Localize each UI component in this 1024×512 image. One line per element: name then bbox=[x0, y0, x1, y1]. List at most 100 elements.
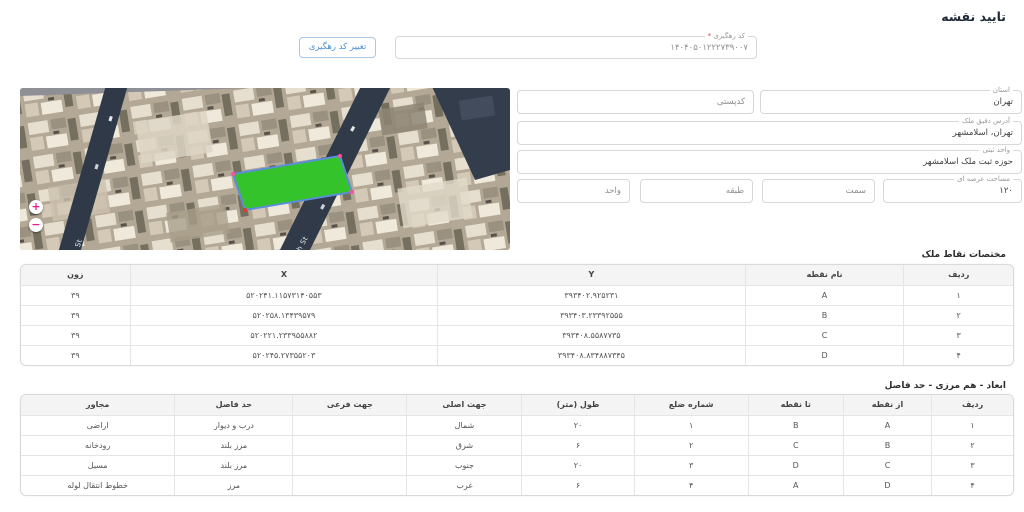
table-cell: ۳ bbox=[633, 454, 749, 476]
table-cell: مرز bbox=[174, 474, 294, 495]
table-cell: ۱ bbox=[903, 284, 1013, 306]
table-cell: B bbox=[744, 304, 905, 326]
satellite-image: Haghi Parast 26th St Eshghi 18th St bbox=[20, 88, 510, 250]
dimensions-table: ردیف از نقطه تا نقطه شماره ضلع طول (متر)… bbox=[20, 394, 1014, 496]
table-cell: ۲ bbox=[903, 304, 1013, 326]
table-cell: D bbox=[744, 344, 905, 365]
area-value: ۱۲۰ bbox=[999, 186, 1013, 196]
table-cell: ۳۹۳۴۰۸.۸۳۴۸۸۷۳۴۵ bbox=[437, 344, 746, 365]
table-cell bbox=[292, 454, 408, 476]
table-cell: مرز بلند bbox=[174, 434, 294, 456]
table-row: ۴ D ۳۹۳۴۰۸.۸۳۴۸۸۷۳۴۵ ۵۲۰۲۴۵.۲۷۳۵۵۲۰۳ ۳۹ bbox=[21, 344, 1013, 365]
tracking-code-label: کد رهگیری * bbox=[704, 31, 748, 41]
postal-code-placeholder: کدپستی bbox=[716, 97, 745, 107]
table-header-row: ردیف از نقطه تا نقطه شماره ضلع طول (متر)… bbox=[21, 395, 1013, 416]
table-row: ۳ C ۳۹۳۴۰۸.۵۵۸۷۷۳۵ ۵۲۰۲۲۱.۲۳۳۹۵۵۸۸۲ ۳۹ bbox=[21, 324, 1013, 346]
tracking-code-value: ۱۴۰۴۰۵۰۱۲۲۲۷۳۹۰۰۷ bbox=[670, 43, 748, 53]
column-header: ردیف bbox=[931, 395, 1013, 416]
table-cell: غرب bbox=[406, 474, 523, 495]
table-header-row: ردیف نام نقطه Y X زون bbox=[21, 265, 1013, 286]
table-cell: شرق bbox=[406, 434, 523, 456]
unit-field[interactable]: واحد bbox=[517, 179, 630, 203]
parcel-corner-marker bbox=[231, 172, 235, 176]
floor-placeholder: طبقه bbox=[725, 186, 744, 196]
table-cell: ۳۹۳۴۰۲.۹۲۵۲۳۱ bbox=[437, 284, 746, 306]
registration-unit-label: واحد ثبتی bbox=[979, 145, 1013, 155]
table-cell: ۳ bbox=[931, 454, 1013, 476]
area-label: مساحت عرصه ای bbox=[954, 174, 1013, 184]
table-cell: ۲ bbox=[931, 434, 1013, 456]
table-cell: A bbox=[747, 474, 844, 495]
column-header: تا نقطه bbox=[747, 395, 844, 416]
table-cell: رودخانه bbox=[21, 434, 176, 456]
province-value: تهران bbox=[993, 97, 1013, 107]
table-row: ۲ B ۳۹۳۴۰۳.۲۳۳۹۲۵۵۵ ۵۲۰۲۵۸.۱۳۴۳۹۵۷۹ ۳۹ bbox=[21, 304, 1013, 326]
table-cell: ۳۹۳۴۰۳.۲۳۳۹۲۵۵۵ bbox=[437, 304, 746, 326]
table-cell: ۳۹ bbox=[21, 344, 131, 365]
table-cell: ۳ bbox=[903, 324, 1013, 346]
address-value: تهران، اسلامشهر bbox=[952, 128, 1013, 138]
table-cell: مرز بلند bbox=[174, 454, 294, 476]
side-placeholder: سمت bbox=[845, 186, 866, 196]
column-header: نام نقطه bbox=[744, 265, 905, 286]
dimensions-table-title: ابعاد - هم مرزی - حد فاصل bbox=[884, 381, 1006, 391]
table-row: ۴ D A ۴ ۶ غرب مرز خطوط انتقال لوله bbox=[21, 474, 1013, 495]
table-cell: B bbox=[842, 434, 933, 456]
table-cell: C bbox=[744, 324, 905, 346]
registration-unit-field[interactable]: واحد ثبتی حوزه ثبت ملک اسلامشهر bbox=[517, 145, 1022, 174]
table-cell: ۲ bbox=[633, 434, 749, 456]
table-cell: خطوط انتقال لوله bbox=[21, 474, 176, 495]
table-cell: ۲۰ bbox=[521, 454, 635, 476]
floor-field[interactable]: طبقه bbox=[640, 179, 753, 203]
table-cell: ۱ bbox=[633, 414, 749, 436]
points-table-title: مختصات نقاط ملک bbox=[921, 250, 1006, 260]
page-title: تایید نقشه bbox=[941, 9, 1006, 24]
required-asterisk: * bbox=[707, 32, 712, 40]
change-tracking-code-button[interactable]: تغییر کد رهگیری bbox=[299, 37, 376, 58]
table-row: ۱ A ۳۹۳۴۰۲.۹۲۵۲۳۱ ۵۲۰۲۴۱.۱۱۵۷۳۱۴۰۵۵۳ ۳۹ bbox=[21, 284, 1013, 306]
table-cell: ۳۹ bbox=[21, 284, 131, 306]
table-cell bbox=[292, 474, 408, 495]
table-cell: ۴ bbox=[903, 344, 1013, 365]
tracking-code-field[interactable]: کد رهگیری * ۱۴۰۴۰۵۰۱۲۲۲۷۳۹۰۰۷ bbox=[395, 31, 757, 59]
column-header: ردیف bbox=[903, 265, 1013, 286]
column-header: X bbox=[129, 265, 439, 286]
address-field[interactable]: آدرس دقیق ملک تهران، اسلامشهر bbox=[517, 116, 1022, 145]
column-header: جهت اصلی bbox=[406, 395, 523, 416]
table-cell: ۲۰ bbox=[521, 414, 635, 436]
table-cell: ۴ bbox=[633, 474, 749, 495]
province-field[interactable]: استان تهران bbox=[760, 85, 1022, 114]
address-label: آدرس دقیق ملک bbox=[958, 116, 1013, 126]
column-header: مجاور bbox=[21, 395, 176, 416]
table-cell: درب و دیوار bbox=[174, 414, 294, 436]
table-cell: ۱ bbox=[931, 414, 1013, 436]
table-cell: B bbox=[747, 414, 844, 436]
table-cell: A bbox=[842, 414, 933, 436]
table-cell: ۴ bbox=[931, 474, 1013, 495]
table-cell: D bbox=[842, 474, 933, 495]
table-cell: ۳۹ bbox=[21, 324, 131, 346]
table-cell: A bbox=[744, 284, 905, 306]
table-cell bbox=[292, 414, 408, 436]
side-field[interactable]: سمت bbox=[762, 179, 875, 203]
table-cell: ۳۹۳۴۰۸.۵۵۸۷۷۳۵ bbox=[437, 324, 746, 346]
zoom-in-button[interactable]: + bbox=[29, 200, 43, 214]
map-zoom-controls: + − bbox=[29, 200, 43, 232]
table-cell: ۵۲۰۲۲۱.۲۳۳۹۵۵۸۸۲ bbox=[129, 324, 439, 346]
column-header: حد فاصل bbox=[174, 395, 294, 416]
postal-code-field[interactable]: کدپستی bbox=[517, 90, 754, 114]
table-cell: C bbox=[747, 434, 844, 456]
street-left bbox=[58, 88, 128, 250]
table-cell bbox=[292, 434, 408, 456]
satellite-map[interactable]: Haghi Parast 26th St Eshghi 18th St + − bbox=[20, 88, 510, 250]
area-field[interactable]: مساحت عرصه ای ۱۲۰ bbox=[883, 174, 1022, 203]
table-cell: اراضی bbox=[21, 414, 176, 436]
table-cell: شمال bbox=[406, 414, 523, 436]
parcel-corner-marker bbox=[243, 208, 247, 212]
points-table: ردیف نام نقطه Y X زون ۱ A ۳۹۳۴۰۲.۹۲۵۲۳۱ … bbox=[20, 264, 1014, 366]
table-cell: ۶ bbox=[521, 434, 635, 456]
column-header: جهت فرعی bbox=[292, 395, 408, 416]
table-cell: D bbox=[747, 454, 844, 476]
zoom-out-button[interactable]: − bbox=[29, 218, 43, 232]
table-row: ۱ A B ۱ ۲۰ شمال درب و دیوار اراضی bbox=[21, 414, 1013, 436]
